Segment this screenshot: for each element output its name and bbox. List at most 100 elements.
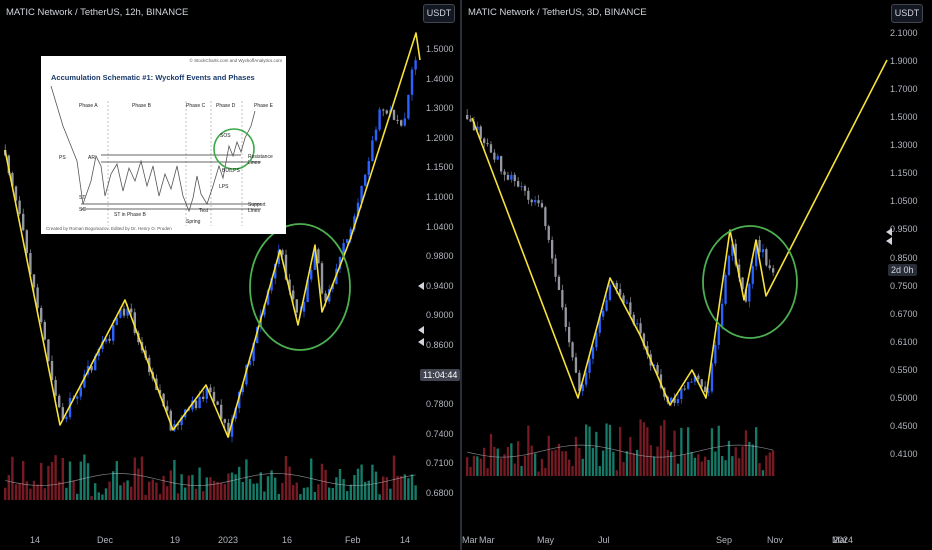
volume-bar	[108, 481, 111, 500]
volume-bar	[101, 494, 104, 500]
candle-body	[659, 374, 663, 388]
candle-body	[517, 181, 520, 187]
volume-bar	[697, 454, 700, 476]
candle-body	[676, 399, 680, 404]
time-tick-label: 14	[30, 535, 41, 545]
candle-body	[734, 243, 737, 265]
volume-bar	[758, 463, 761, 476]
volume-bar	[198, 467, 201, 500]
left-alert-marker-icon[interactable]	[418, 338, 424, 346]
time-tick-label: Dec	[97, 535, 114, 545]
volume-bar	[755, 427, 758, 476]
left-price-chart[interactable]	[0, 0, 460, 550]
price-tick-label: 1.3000	[426, 103, 454, 114]
volume-bar	[140, 456, 144, 500]
schematic-drawing	[50, 85, 261, 226]
volume-bar	[632, 452, 635, 476]
schematic-credit: Created by Roman Bogomazov. Edited by Dr…	[46, 226, 172, 231]
candle-body	[680, 388, 683, 400]
schematic-event-sos: SOS	[220, 133, 231, 139]
candle-body	[306, 279, 309, 303]
candle-body	[162, 393, 165, 407]
volume-bar	[581, 458, 584, 476]
volume-bar	[7, 474, 10, 500]
panel-divider[interactable]	[460, 0, 462, 550]
candle-body	[310, 269, 313, 280]
price-tick-label: 0.9400	[426, 280, 454, 291]
candle-body	[544, 207, 547, 227]
left-chart-panel[interactable]: MATIC Network / TetherUS, 12h, BINANCE U…	[0, 0, 460, 550]
candle-body	[101, 341, 104, 350]
candle-body	[198, 396, 201, 409]
volume-bar	[349, 484, 352, 500]
candle-body	[295, 299, 298, 313]
volume-bar	[194, 488, 198, 500]
volume-bar	[646, 427, 649, 476]
volume-bar	[414, 485, 417, 500]
highlight-circle[interactable]	[702, 225, 798, 339]
candle-body	[721, 303, 724, 326]
volume-bar	[274, 477, 277, 500]
price-tick-label: 2.1000	[890, 28, 918, 38]
volume-bar	[639, 419, 642, 476]
volume-bar	[407, 478, 410, 500]
candle-body	[496, 156, 499, 160]
candle-body	[710, 363, 714, 392]
candle-body	[683, 388, 686, 390]
left-alert-marker-icon[interactable]	[418, 282, 424, 290]
volume-bar	[503, 454, 506, 476]
volume-bar	[11, 456, 14, 500]
candle-body	[65, 417, 68, 420]
schematic-source: © StockCharts.com and WyckoffAnalytics.c…	[189, 58, 282, 63]
highlight-circle[interactable]	[249, 223, 351, 351]
right-alert-marker-icon[interactable]	[886, 228, 892, 236]
candle-body	[353, 216, 356, 230]
schematic-event-test: Test	[199, 208, 209, 214]
left-currency-button[interactable]: USDT	[423, 4, 455, 23]
candle-body	[493, 152, 496, 160]
volume-bar	[500, 458, 503, 476]
volume-bar	[220, 483, 223, 500]
candle-body	[653, 364, 656, 366]
candle-body	[673, 397, 676, 404]
volume-bar	[76, 493, 79, 500]
candle-body	[591, 347, 595, 359]
candle-body	[479, 126, 482, 139]
candle-body	[346, 239, 349, 244]
volume-bar	[721, 455, 724, 476]
volume-bar	[65, 487, 68, 500]
candle-body	[530, 199, 533, 203]
volume-bar	[216, 481, 219, 500]
candle-body	[574, 357, 578, 373]
candle-body	[690, 381, 693, 383]
right-alert-marker-icon[interactable]	[886, 237, 892, 245]
right-chart-panel[interactable]: MATIC Network / TetherUS, 3D, BINANCE US…	[462, 0, 932, 550]
price-tick-label: 0.6700	[890, 308, 918, 319]
candle-body	[396, 119, 399, 121]
candlesticks	[466, 109, 775, 407]
volume-bar	[126, 480, 129, 500]
right-price-chart[interactable]	[462, 0, 932, 550]
volume-bar	[493, 446, 496, 476]
candle-body	[639, 323, 642, 334]
volume-bar	[83, 454, 86, 500]
volume-bar	[252, 483, 255, 500]
price-tick-label: 1.4000	[426, 73, 454, 84]
right-currency-button[interactable]: USDT	[891, 4, 923, 23]
price-tick-label: 1.1000	[426, 192, 454, 202]
zigzag-drawing[interactable]	[4, 32, 421, 438]
schematic-phase-b: Phase B	[132, 103, 151, 109]
left-alert-marker-icon[interactable]	[418, 326, 424, 334]
candle-body	[58, 395, 61, 408]
volume-bar	[68, 461, 72, 500]
candle-body	[622, 295, 625, 304]
volume-bar	[530, 445, 533, 476]
volume-bar	[155, 482, 158, 500]
schematic-resistance-label: Resistance Lines	[248, 154, 273, 166]
volume-bar	[227, 473, 230, 500]
volume-bar	[245, 459, 248, 500]
candle-body	[540, 203, 544, 208]
zigzag-drawing[interactable]	[471, 59, 888, 406]
price-tick-label: 1.2000	[426, 132, 454, 143]
volume-bar	[676, 463, 680, 476]
